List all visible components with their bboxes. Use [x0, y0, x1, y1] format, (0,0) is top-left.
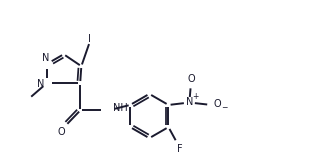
- Text: F: F: [177, 144, 183, 154]
- Text: N: N: [42, 53, 49, 63]
- Text: I: I: [88, 34, 91, 44]
- Text: O: O: [58, 127, 65, 137]
- Text: +: +: [192, 93, 199, 101]
- Text: N: N: [186, 97, 194, 107]
- Text: N: N: [37, 79, 44, 89]
- Text: NH: NH: [113, 103, 128, 113]
- Text: −: −: [221, 104, 227, 113]
- Text: O: O: [214, 99, 221, 109]
- Text: O: O: [187, 74, 195, 84]
